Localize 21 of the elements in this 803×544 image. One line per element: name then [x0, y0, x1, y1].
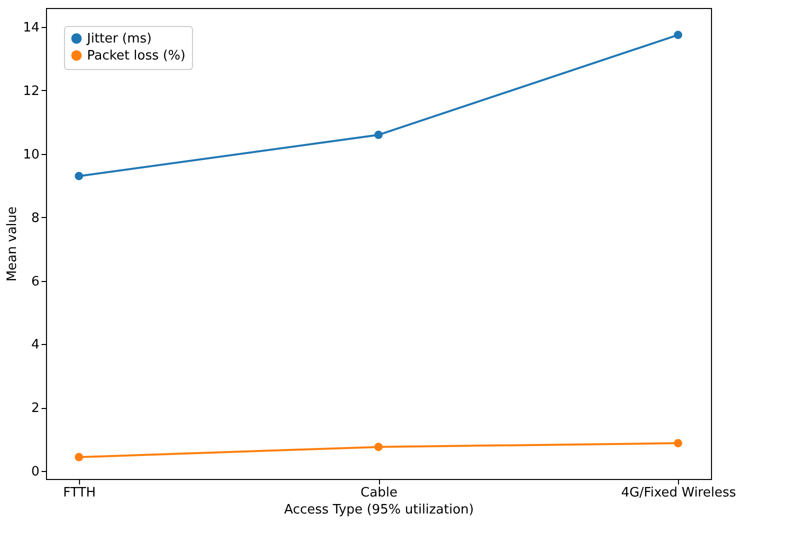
- x-axis-title: Access Type (95% utilization): [284, 502, 474, 518]
- y-tick-label: 12: [22, 84, 40, 99]
- y-axis-title: Mean value: [4, 206, 20, 282]
- y-tick-label: 0: [31, 464, 40, 480]
- x-tick-label: Cable: [360, 486, 398, 500]
- y-tick-label: 8: [31, 210, 40, 226]
- x-tick-label: FTTH: [63, 486, 96, 500]
- y-tick-label: 6: [31, 274, 40, 290]
- x-tick-label: 4G/Fixed Wireless: [621, 486, 736, 500]
- y-tick-label: 4: [31, 338, 40, 353]
- point: [674, 438, 682, 448]
- point: [374, 130, 383, 140]
- point: [74, 452, 84, 462]
- y-tick-label: 10: [22, 147, 40, 162]
- legend-label: Jitter (ms): [86, 32, 152, 46]
- legend-label: Packet loss (%): [87, 48, 186, 64]
- point: [374, 442, 383, 452]
- y-tick-label: 14: [22, 20, 40, 36]
- point: [74, 172, 84, 180]
- point: [674, 30, 682, 40]
- y-tick-label: 2: [31, 401, 40, 416]
